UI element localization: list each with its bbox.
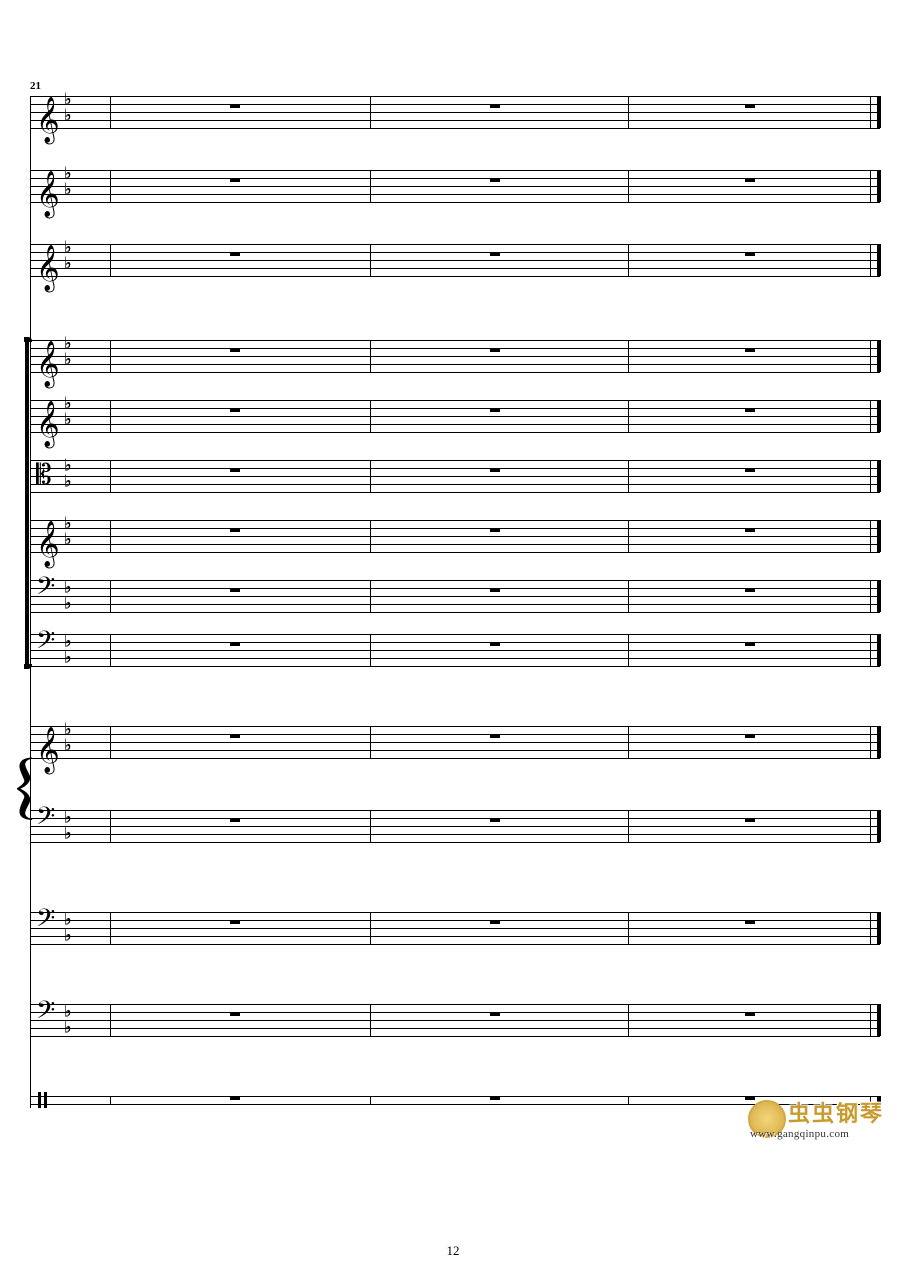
staff-s13: 𝄢♭♭♭♭ [30, 1004, 880, 1036]
key-signature: ♭♭♭♭ [64, 806, 69, 834]
key-signature: ♭♭♭♭ [64, 1000, 69, 1028]
key-signature: ♭♭♭♭ [64, 240, 69, 268]
staff-s3: 𝄞♭♭♭♭ [30, 244, 880, 276]
measure-number: 21 [30, 80, 41, 92]
staff-s8: 𝄢♭♭♭♭ [30, 580, 880, 612]
key-signature: ♭♭♭♭ [64, 456, 69, 484]
key-signature: ♭♭♭♭ [64, 576, 69, 604]
staff-s2: 𝄞♭♭♭♭ [30, 170, 880, 202]
page-number: 12 [0, 1243, 906, 1259]
key-signature: ♭♭♭♭ [64, 630, 69, 658]
key-signature: ♭♭♭♭ [64, 722, 69, 750]
staff-s1: 𝄞♭♭♭♭ [30, 96, 880, 128]
staff-s11: 𝄢♭♭♭♭ [30, 810, 880, 842]
staff-s7: 𝄞♭♭♭♭ [30, 520, 880, 552]
key-signature: ♭♭♭♭ [64, 396, 69, 424]
staff-s4: 𝄞♭♭♭♭ [30, 340, 880, 372]
key-signature: ♭♭♭♭ [64, 166, 69, 194]
key-signature: ♭♭♭♭ [64, 908, 69, 936]
group-bracket-brass [25, 340, 29, 666]
key-signature: ♭♭♭♭ [64, 516, 69, 544]
staff-s9: 𝄢♭♭♭♭ [30, 634, 880, 666]
watermark-url: www.gangqinpu.com [750, 1128, 849, 1140]
key-signature: ♭♭♭♭ [64, 336, 69, 364]
watermark-text: 虫虫钢琴 [788, 1096, 884, 1128]
staff-s10: 𝄞♭♭♭♭ [30, 726, 880, 758]
staff-s5: 𝄞♭♭♭♭ [30, 400, 880, 432]
staff-s12: 𝄢♭♭♭♭ [30, 912, 880, 944]
staff-s6: 𝄡♭♭♭♭ [30, 460, 880, 492]
key-signature: ♭♭♭♭ [64, 92, 69, 120]
watermark: 虫虫钢琴 www.gangqinpu.com [748, 1096, 898, 1146]
score-page: 21 𝄔 𝄞♭♭♭♭𝄞♭♭♭♭𝄞♭♭♭♭𝄞♭♭♭♭𝄞♭♭♭♭𝄡♭♭♭♭𝄞♭♭♭♭… [0, 0, 906, 1281]
